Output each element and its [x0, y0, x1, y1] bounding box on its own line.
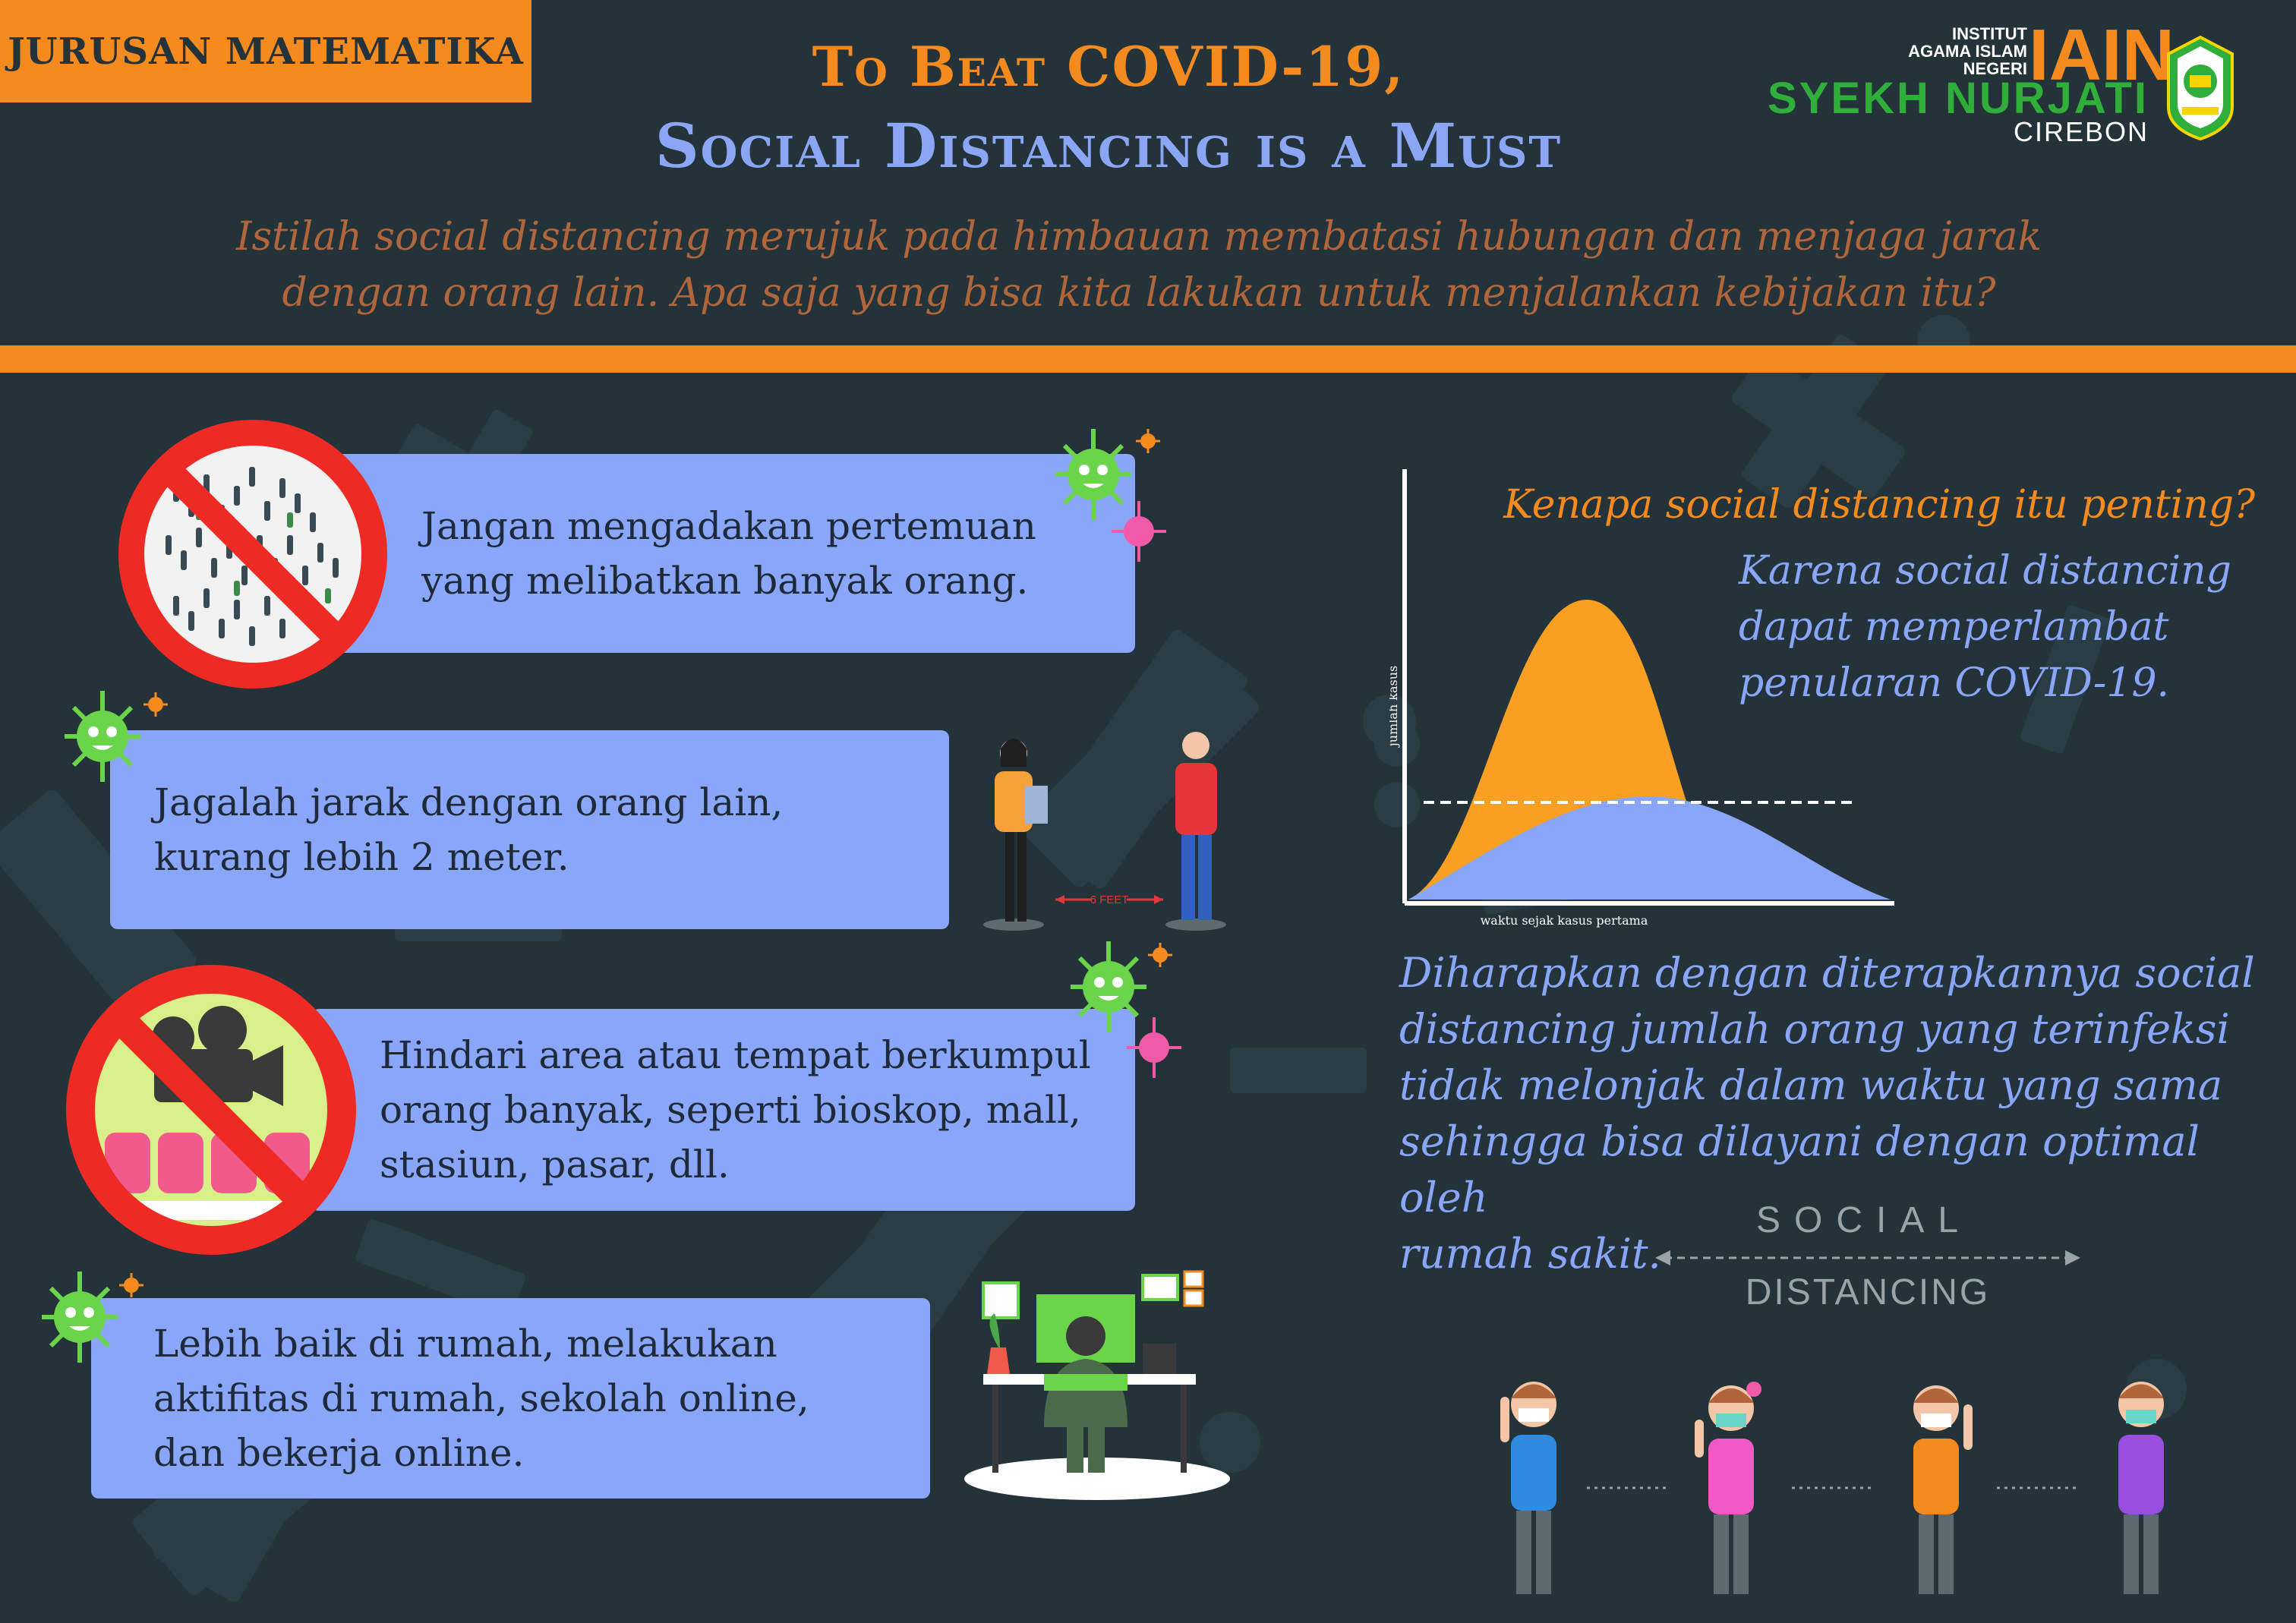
tip-2-line-2: kurang lebih 2 meter.	[154, 835, 569, 879]
logo-cirebon: CIREBON	[2013, 116, 2149, 147]
distance-label: 6 FEET	[1090, 893, 1129, 906]
hope-line-4: sehingga bisa dilayani dengan optimal ol…	[1399, 1117, 2200, 1221]
tip-card-1: Jangan mengadakan pertemuan yang melibat…	[334, 454, 1135, 653]
logo-syekh-nurjati: SYEKH NURJATI	[1768, 74, 2149, 123]
virus-decoration-1	[1055, 429, 1166, 562]
person-1	[1500, 1382, 1556, 1594]
tip-1-line-1: Jangan mengadakan pertemuan	[421, 504, 1036, 548]
person-3	[1913, 1385, 1973, 1594]
intro-line-2: dengan orang lain. Apa saja yang bisa ki…	[282, 270, 1996, 316]
hope-line-1: Diharapkan dengan diterapkannya social	[1399, 949, 2255, 997]
tip-card-2: Jagalah jarak dengan orang lain, kurang …	[110, 730, 949, 929]
curve-with-distancing	[1408, 796, 1891, 900]
sd-arrow	[1655, 1250, 2080, 1265]
institution-logo: INSTITUT AGAMA ISLAM NEGERI IAIN SYEKH N…	[1761, 19, 2240, 148]
tip-3-line-3: stasiun, pasar, dll.	[380, 1142, 730, 1187]
four-people-distancing-illustration	[1500, 1382, 2164, 1594]
orange-divider	[0, 345, 2296, 373]
why-answer: Karena social distancing dapat memperlam…	[1739, 543, 2270, 711]
virus-decoration-3	[1071, 941, 1181, 1078]
virus-decoration-4	[42, 1272, 144, 1363]
title-line-2: Social Distancing is a Must	[654, 110, 1563, 181]
hope-paragraph: Diharapkan dengan diterapkannya social d…	[1399, 945, 2280, 1282]
work-from-home-illustration	[964, 1270, 1230, 1500]
logo-agama: AGAMA ISLAM	[1908, 42, 2027, 61]
logo-negeri: NEGERI	[1963, 59, 2027, 78]
emblem-icon	[2167, 35, 2234, 140]
tip-3-line-2: orang banyak, seperti bioskop, mall,	[380, 1088, 1081, 1132]
person-2	[1695, 1382, 1761, 1594]
department-badge: JURUSAN MATEMATIKA	[0, 0, 531, 102]
no-crowd-icon	[118, 420, 387, 689]
no-cinema-icon	[66, 965, 356, 1255]
tip-3-line-1: Hindari area atau tempat berkumpul	[380, 1033, 1091, 1077]
why-answer-line-3: penularan COVID-19.	[1739, 660, 2170, 706]
tip-card-3: Hindari area atau tempat berkumpul orang…	[311, 1009, 1135, 1211]
why-answer-line-1: Karena social distancing	[1739, 548, 2231, 594]
logo-institut: INSTITUT	[1952, 24, 2027, 43]
tip-4-line-2: aktifitas di rumah, sekolah online,	[153, 1376, 809, 1420]
tip-4-line-3: dan bekerja online.	[153, 1431, 525, 1475]
logo-iain: IAIN	[2029, 14, 2175, 96]
why-answer-line-2: dapat memperlambat	[1739, 604, 2169, 650]
hope-line-2: distancing jumlah orang yang terinfeksi	[1399, 1005, 2230, 1053]
sd-word-distancing: DISTANCING	[1745, 1272, 1991, 1313]
y-axis-label: jumlah kasus	[1389, 666, 1400, 748]
flatten-curve-chart: jumlah kasus waktu sejak kasus pertama	[1389, 469, 1894, 928]
two-people-distance-illustration: 6 FEET	[983, 732, 1226, 931]
person-4	[2118, 1382, 2164, 1594]
sd-word-social: SOCIAL	[1755, 1200, 1973, 1240]
tip-4-line-1: Lebih baik di rumah, melakukan	[153, 1322, 777, 1366]
why-question: Kenapa social distancing itu penting?	[1503, 482, 2255, 528]
tip-1-line-2: yang melibatkan banyak orang.	[421, 559, 1029, 603]
hope-line-5: rumah sakit.	[1399, 1230, 1661, 1278]
virus-decoration-2	[65, 691, 168, 782]
intro-text: Istilah social distancing merujuk pada h…	[190, 209, 2088, 321]
department-badge-text: JURUSAN MATEMATIKA	[8, 30, 524, 73]
hope-line-3: tidak melonjak dalam waktu yang sama	[1399, 1061, 2223, 1109]
tip-2-line-1: Jagalah jarak dengan orang lain,	[154, 780, 784, 824]
x-axis-label: waktu sejak kasus pertama	[1481, 913, 1648, 928]
intro-line-1: Istilah social distancing merujuk pada h…	[235, 214, 2042, 260]
tip-card-4: Lebih baik di rumah, melakukan aktifitas…	[91, 1298, 930, 1499]
title-line-1: To Beat COVID-19,	[812, 34, 1405, 99]
